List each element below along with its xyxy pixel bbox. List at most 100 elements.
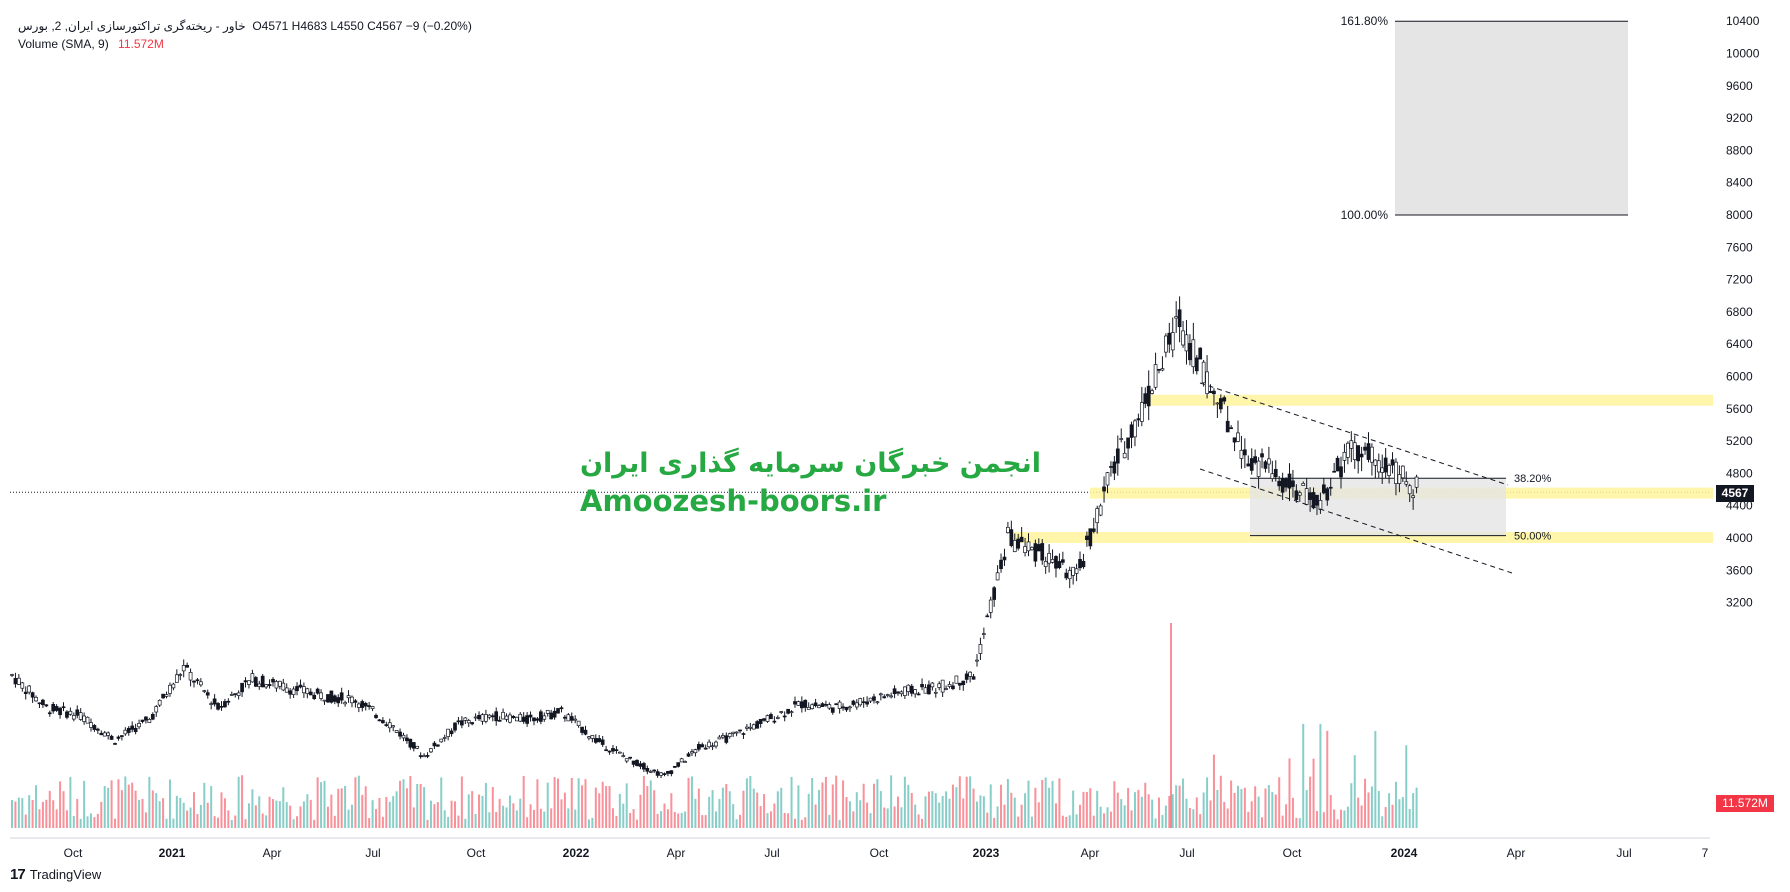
candle-body [1387, 465, 1391, 476]
candle-body [1067, 570, 1072, 580]
volume-bar [1170, 623, 1172, 828]
candle-body [885, 694, 890, 696]
volume-bar [1099, 806, 1102, 828]
candle-body [933, 691, 938, 694]
candle-body [913, 689, 918, 695]
volume-bar [1034, 787, 1037, 828]
candle-body [1078, 558, 1082, 569]
candle-body [442, 737, 447, 739]
volume-bar [526, 817, 529, 828]
volume-bar [763, 794, 766, 828]
volume-bar [897, 796, 900, 828]
candle-body [61, 706, 66, 709]
candle-body [47, 712, 52, 715]
candle-body [195, 679, 200, 682]
volume-bar [1188, 807, 1191, 828]
candle-body [278, 680, 282, 687]
volume-bar [1006, 778, 1009, 828]
volume-bar [460, 776, 463, 828]
volume-bar [69, 776, 72, 828]
candle-body [1215, 402, 1220, 405]
x-tick-label: Oct [1283, 846, 1302, 860]
candle-body [250, 673, 255, 683]
candle-body [717, 736, 722, 740]
tradingview-brand[interactable]: 17 TradingView [10, 866, 101, 883]
volume-bar [371, 800, 374, 828]
volume-bar [292, 819, 295, 828]
time-axis[interactable]: Oct 2021 Apr Jul Oct 2022 Apr Jul Oct 2023 Apr Jul O… [64, 846, 1709, 860]
volume-bar [879, 791, 882, 828]
volume-bar [1281, 815, 1284, 828]
y-tick-label: 6400 [1726, 337, 1753, 351]
symbol-name[interactable]: خاور - ریخته‌گری تراکتورسازی ایران, 2 [54, 19, 246, 33]
candle-body [1112, 461, 1117, 474]
volume-bar [938, 802, 941, 828]
fib-extension-box [1395, 21, 1628, 216]
candle-body [1301, 483, 1306, 486]
volume-bar [543, 811, 546, 828]
volume-bar [766, 813, 769, 828]
volume-bar [165, 818, 168, 828]
candle-body [367, 705, 372, 707]
volume-bar [639, 794, 642, 828]
candle-body [23, 691, 28, 694]
candle-body [1198, 347, 1203, 360]
candle-body [813, 702, 818, 707]
candle-body [247, 680, 251, 685]
candle-body [288, 690, 293, 695]
candle-body [937, 683, 942, 688]
volume-bar [1381, 816, 1384, 828]
volume-bar [773, 803, 776, 828]
y-tick-label: 10400 [1726, 14, 1760, 28]
candle-body [851, 700, 856, 705]
candle-body [1184, 334, 1189, 352]
volume-bar [1388, 793, 1391, 828]
candle-body [999, 559, 1003, 570]
candle-body [1294, 490, 1299, 500]
volume-bar [141, 798, 144, 828]
volume-indicator-label[interactable]: Volume (SMA, 9) [18, 37, 109, 51]
volume-bar [1326, 730, 1329, 828]
candle-body [188, 672, 193, 681]
candle-body [257, 683, 262, 687]
x-tick-label: 2021 [159, 846, 186, 860]
candle-body [1332, 470, 1336, 473]
candle-body [748, 726, 753, 729]
candle-body [1129, 424, 1134, 438]
candle-body [229, 694, 234, 696]
candle-body [566, 714, 571, 722]
candle-body [916, 693, 921, 696]
candle-body [477, 714, 481, 720]
volume-bar [646, 786, 649, 828]
volume-bar [1003, 804, 1006, 828]
volume-bar [138, 800, 141, 828]
candle-body [1030, 547, 1034, 551]
candle-body [284, 687, 289, 693]
volume-bar [399, 780, 402, 828]
candle-body [648, 771, 653, 773]
candle-body [1081, 560, 1086, 568]
volume-bar [127, 784, 130, 828]
volume-bar [546, 782, 549, 828]
candle-body [411, 742, 416, 749]
candle-body [872, 696, 876, 701]
candle-body [13, 678, 18, 685]
volume-bar [563, 792, 566, 828]
volume-bar [1140, 796, 1143, 828]
volume-bar [893, 806, 896, 828]
candle-body [731, 731, 736, 734]
volume-bar [872, 783, 875, 828]
volume-bar [739, 814, 742, 828]
candle-body [690, 751, 694, 754]
volume-bar [237, 776, 240, 828]
candle-body [1380, 467, 1385, 473]
candle-body [655, 771, 660, 776]
volume-bar [120, 790, 123, 828]
volume-bar [508, 795, 511, 828]
candle-body [243, 680, 248, 683]
price-axis[interactable]: 3200 3600 4000 4400 4800 5200 5600 6000 6400 6800… [1726, 14, 1760, 609]
candle-body [1342, 451, 1347, 461]
volume-bar [931, 791, 934, 828]
candle-body [1060, 559, 1065, 563]
